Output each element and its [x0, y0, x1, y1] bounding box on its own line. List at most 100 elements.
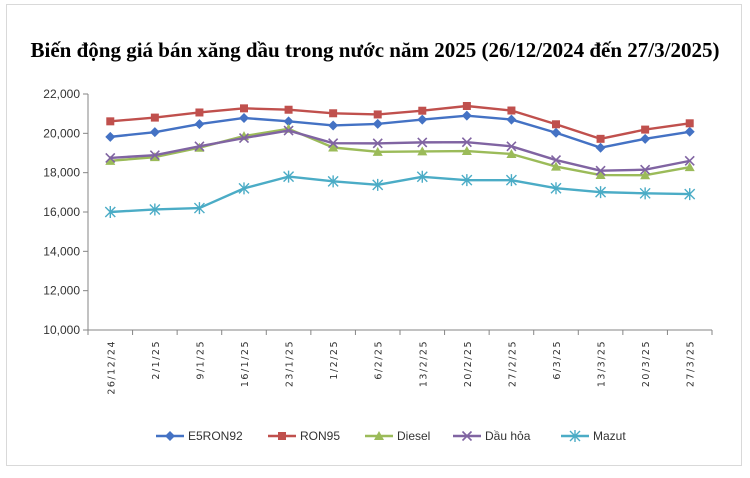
data-point [195, 108, 204, 117]
data-point [106, 117, 115, 126]
data-point [105, 155, 116, 165]
x-tick-label: 27/2/25 [507, 340, 518, 387]
series-line [110, 129, 690, 172]
legend-item: RON95 [268, 429, 340, 443]
data-point [417, 114, 428, 125]
chart-title: Biến động giá bán xăng dầu trong nước nă… [30, 38, 720, 62]
data-point [149, 203, 161, 216]
x-tick-label: 20/3/25 [641, 340, 652, 387]
data-point [640, 164, 651, 175]
y-tick-label: 10,000 [43, 323, 80, 337]
series-line [110, 114, 690, 149]
data-point [507, 106, 516, 115]
x-tick-label: 20/2/25 [463, 340, 474, 387]
data-point [461, 137, 472, 148]
data-point [104, 206, 116, 218]
legend-label: Dầu hỏa [485, 429, 531, 443]
data-point [105, 152, 116, 163]
data-point [684, 126, 695, 137]
x-tick-label: 23/1/25 [285, 340, 296, 387]
y-tick-label: 12,000 [43, 284, 80, 298]
data-point [328, 142, 339, 152]
data-point [595, 165, 606, 176]
legend-marker [278, 432, 286, 440]
data-point [684, 155, 695, 166]
data-point [194, 141, 205, 152]
data-point [149, 150, 160, 161]
data-point [596, 134, 605, 143]
data-point [283, 170, 295, 183]
series-0 [105, 110, 695, 153]
data-point [552, 120, 560, 129]
data-point [373, 110, 382, 119]
data-point [372, 178, 384, 191]
data-point [551, 127, 561, 138]
series-1 [106, 101, 694, 143]
legend-label: E5RON92 [188, 429, 243, 443]
chart-frame [6, 4, 742, 466]
legend-label: RON95 [300, 429, 340, 443]
data-point [506, 141, 517, 152]
data-point [461, 174, 473, 187]
data-point [283, 125, 294, 136]
legend-marker [165, 431, 175, 441]
data-point [150, 113, 159, 122]
data-point [462, 101, 471, 110]
data-point [418, 106, 427, 115]
data-point [238, 182, 250, 195]
series-3 [105, 125, 695, 176]
legend-label: Mazut [593, 429, 626, 443]
data-point [640, 170, 651, 180]
data-point [193, 202, 205, 215]
data-point [240, 104, 248, 113]
series-line [110, 175, 690, 214]
data-point [416, 170, 428, 183]
data-point [640, 133, 651, 144]
legend: E5RON92 RON95 Diesel Dầu hỏa Mazut [156, 429, 626, 443]
data-point [417, 146, 428, 156]
x-tick-label: 1/2/25 [329, 340, 340, 380]
data-point [550, 182, 562, 195]
legend-item: Diesel [365, 429, 430, 443]
data-point [372, 146, 383, 156]
data-point [238, 132, 250, 144]
x-axis-ticks: 26/12/24 2/1/25 9/1/25 16/1/25 23/1/25 1/2/25… [87, 330, 713, 395]
data-point [641, 125, 650, 134]
data-point [105, 131, 116, 142]
axes [87, 94, 712, 331]
legend-marker [569, 430, 581, 442]
x-tick-label: 16/1/25 [240, 340, 251, 387]
data-point [372, 138, 383, 149]
y-tick-label: 18,000 [43, 166, 80, 180]
data-point [284, 105, 293, 114]
data-point [684, 188, 696, 201]
y-tick-label: 16,000 [43, 205, 80, 219]
data-point [327, 175, 339, 188]
series-line [110, 104, 690, 141]
data-point [595, 186, 607, 199]
data-point [685, 119, 694, 128]
y-tick-label: 20,000 [43, 126, 80, 140]
data-point [506, 114, 517, 125]
x-tick-label: 6/2/25 [374, 340, 385, 380]
x-tick-label: 27/3/25 [686, 340, 697, 387]
legend-item: Mazut [561, 429, 626, 443]
data-point [149, 127, 160, 138]
data-point [328, 120, 339, 131]
data-point [417, 137, 428, 148]
legend-item: Dầu hỏa [453, 429, 531, 443]
data-point [505, 174, 517, 187]
data-point [461, 146, 472, 156]
data-point [372, 118, 383, 129]
series-group [104, 101, 696, 218]
data-point [149, 152, 160, 162]
legend-label: Diesel [397, 429, 430, 443]
data-point [595, 142, 606, 153]
legend-marker [374, 431, 384, 440]
x-tick-label: 2/1/25 [151, 340, 162, 380]
x-tick-label: 26/12/24 [106, 340, 117, 395]
data-point [684, 162, 695, 172]
y-tick-label: 14,000 [43, 244, 80, 258]
data-point [551, 161, 561, 171]
